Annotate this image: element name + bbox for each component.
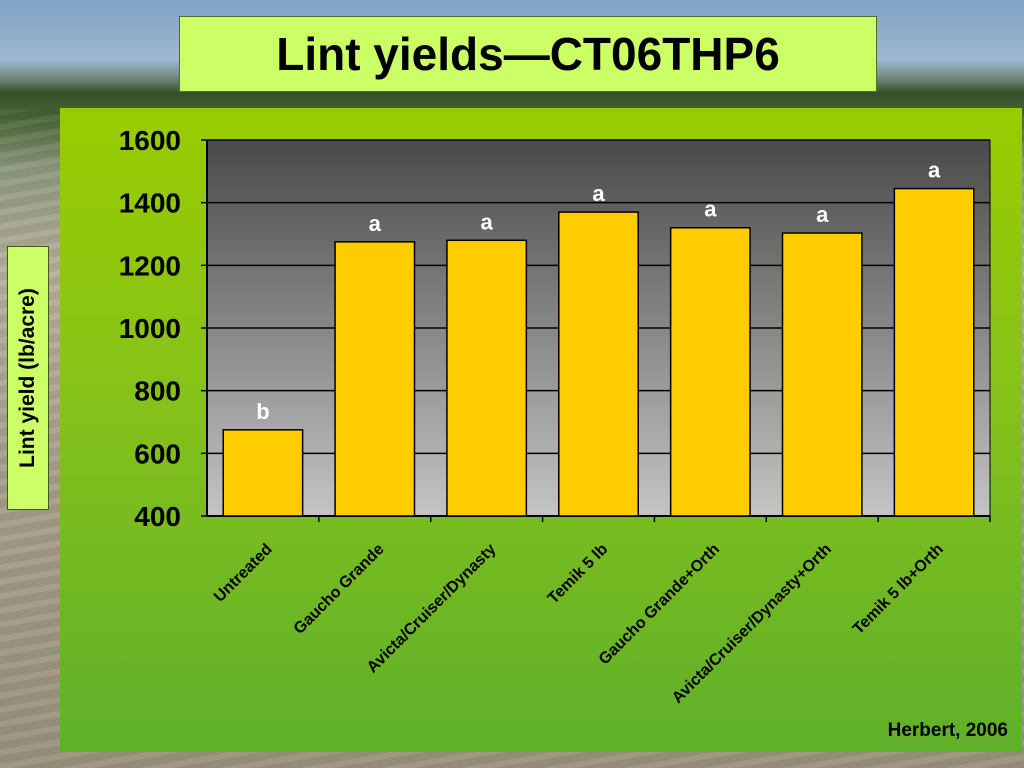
bar-6 — [781, 232, 863, 517]
x-tick-label: Temik 5 lb — [545, 541, 612, 608]
significance-letter: a — [369, 211, 382, 236]
bar-5 — [669, 226, 751, 517]
bar-4 — [558, 211, 639, 517]
y-tick-label: 800 — [134, 376, 181, 407]
significance-letter: b — [256, 399, 269, 424]
x-tick-label: Gaucho Grande+Orth — [596, 541, 723, 668]
significance-letter: a — [816, 202, 829, 227]
bar-1 — [222, 429, 304, 517]
x-tick-label: Avicta/Cruiser/Dynasty — [364, 541, 500, 677]
y-tick-label: 1000 — [119, 313, 181, 344]
y-tick-label: 600 — [134, 438, 181, 469]
x-tick-label: Untreated — [211, 541, 276, 606]
significance-letter: a — [592, 181, 605, 206]
title-box: Lint yields—CT06THP6 — [179, 16, 877, 92]
bar-7 — [893, 187, 975, 517]
significance-letter: a — [481, 209, 494, 234]
y-tick-label: 400 — [134, 501, 181, 532]
y-tick-label: 1200 — [119, 250, 181, 281]
y-tick-label: 1600 — [119, 125, 181, 156]
x-tick-label: Gaucho Grande — [291, 541, 388, 638]
significance-letter: a — [704, 197, 717, 222]
source-note: Herbert, 2006 — [887, 720, 1008, 741]
bar-3 — [446, 239, 528, 517]
y-tick-label: 1400 — [119, 188, 181, 219]
significance-letter: a — [928, 158, 941, 183]
y-axis-label-box: Lint yield (lb/acre) — [7, 246, 49, 510]
slide-title: Lint yields—CT06THP6 — [276, 28, 780, 80]
x-tick-label: Temik 5 lb+Orth — [850, 541, 947, 638]
bar-2 — [334, 241, 416, 517]
